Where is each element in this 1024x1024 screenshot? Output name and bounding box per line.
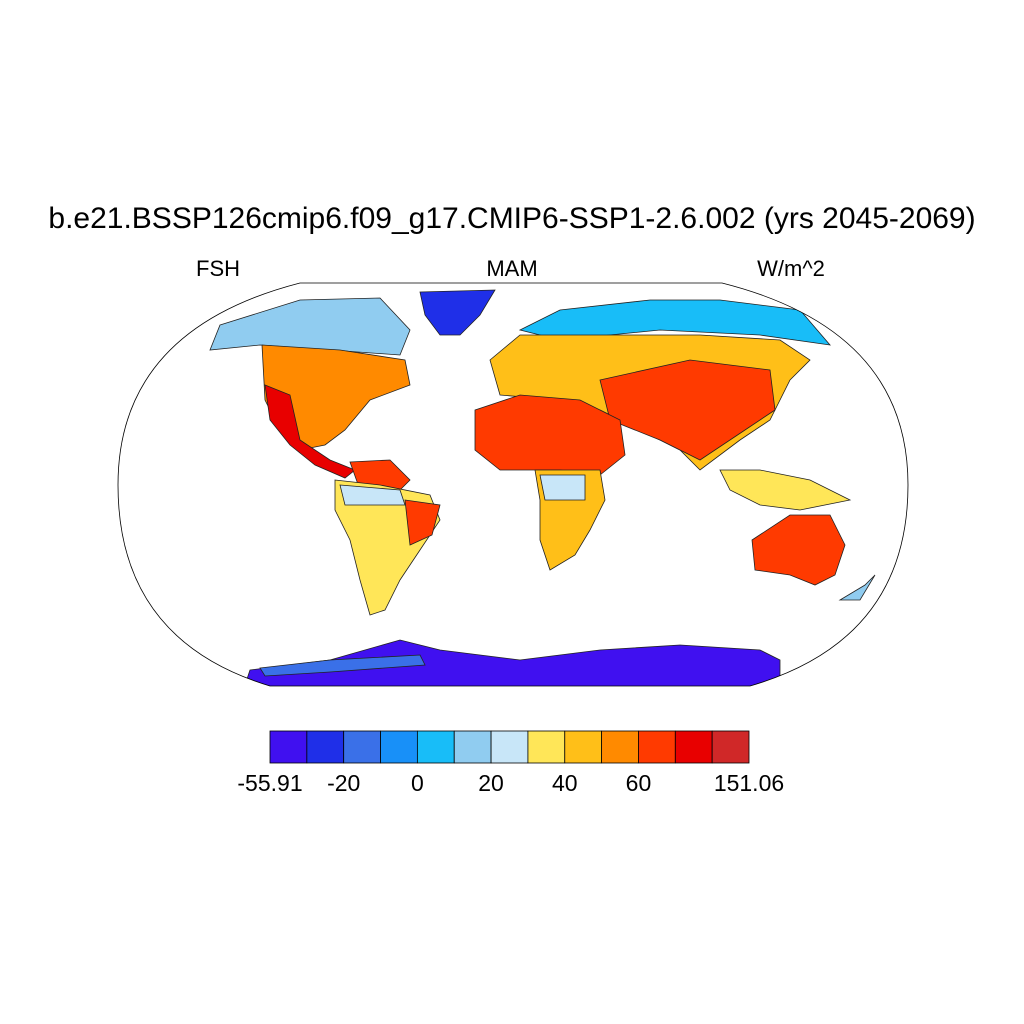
land-region [239, 639, 781, 686]
land-region [599, 359, 776, 461]
land-region [339, 484, 406, 506]
colorbar-box [416, 730, 455, 764]
colorbar-box [674, 730, 713, 764]
colorbar-box [638, 730, 676, 764]
land-region [209, 297, 411, 356]
units-label: W/m^2 [757, 256, 825, 281]
colorbar-box [490, 730, 529, 764]
land-region [838, 574, 876, 601]
colorbar-box [564, 730, 603, 764]
title: b.e21.BSSP126cmip6.f09_g17.CMIP6-SSP1-2.… [48, 202, 975, 235]
land-region [474, 394, 626, 476]
colorbar-box [527, 730, 566, 764]
colorbar-label: -55.91 [237, 770, 302, 796]
land-region [719, 469, 852, 511]
colorbar-label: 60 [626, 770, 652, 796]
map-outline [117, 282, 909, 687]
variable-label: FSH [196, 256, 240, 281]
colorbar-label: 40 [552, 770, 578, 796]
colorbar-box [306, 730, 345, 764]
colorbar-label: 151.06 [714, 770, 784, 796]
colorbar-box [711, 730, 750, 764]
land-region [751, 514, 846, 586]
colorbar-box [601, 730, 639, 764]
colorbar-box [380, 730, 418, 764]
land-region [539, 474, 586, 501]
land-region [419, 289, 496, 336]
colorbar-box [269, 730, 308, 764]
colorbar-label: 20 [478, 770, 504, 796]
land-region [259, 654, 426, 677]
land-region [264, 384, 356, 479]
colorbar: -55.91 -20 0 20 40 60 151.06 [237, 730, 784, 796]
season-label: MAM [486, 256, 537, 281]
colorbar-box [453, 730, 492, 764]
colorbar-label: 0 [411, 770, 424, 796]
colorbar-label: -20 [327, 770, 360, 796]
map-land [209, 289, 876, 686]
land-region [404, 499, 441, 546]
colorbar-box [343, 730, 381, 764]
